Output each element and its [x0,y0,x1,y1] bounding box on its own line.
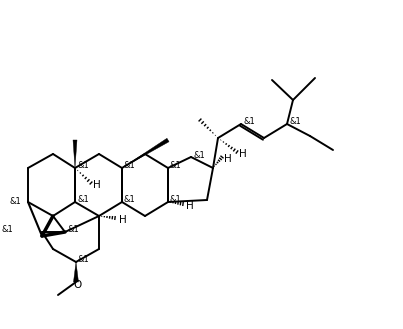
Text: &1: &1 [10,197,22,207]
Text: &1: &1 [2,225,14,235]
Text: H: H [224,154,232,164]
Text: &1: &1 [77,195,89,205]
Text: O: O [73,280,81,290]
Text: &1: &1 [289,117,301,126]
Text: H: H [239,149,247,159]
Text: &1: &1 [170,195,182,205]
Text: &1: &1 [193,150,205,160]
Text: &1: &1 [78,256,90,265]
Polygon shape [73,262,79,282]
Text: H: H [93,180,101,190]
Text: &1: &1 [243,117,255,126]
Polygon shape [73,140,77,168]
Text: &1: &1 [170,162,182,170]
Text: H: H [186,201,194,211]
Text: &1: &1 [124,195,136,205]
Text: H: H [119,215,127,225]
Text: &1: &1 [124,162,136,170]
Text: &1: &1 [77,162,89,170]
Text: &1: &1 [67,225,79,235]
Polygon shape [122,138,169,168]
